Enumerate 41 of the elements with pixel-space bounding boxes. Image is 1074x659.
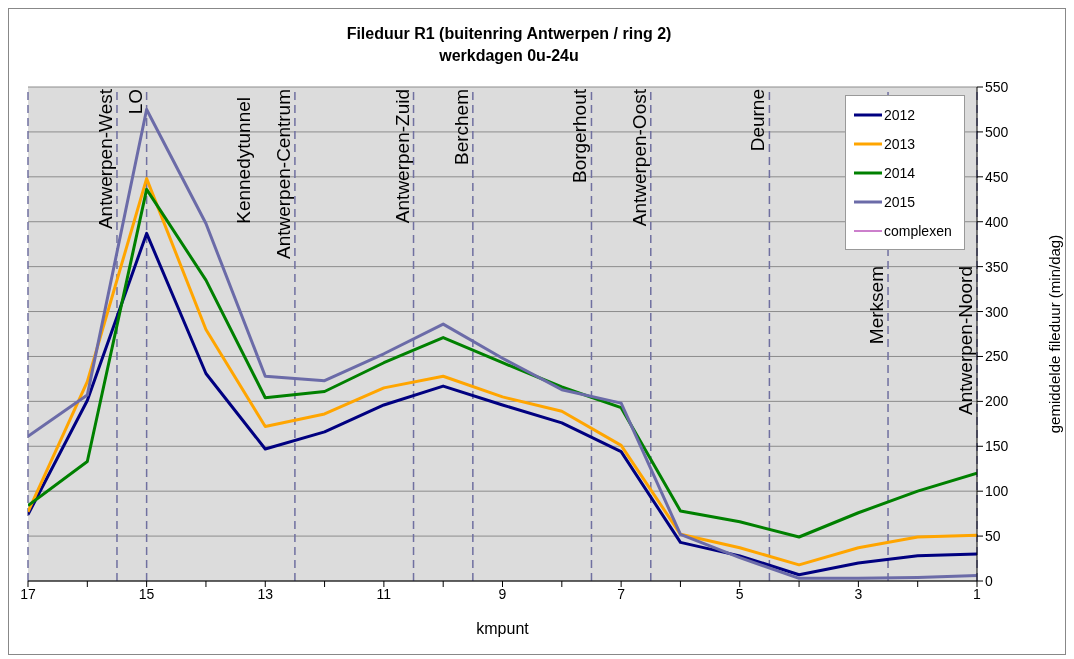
y-tick-label: 350 <box>985 258 1009 275</box>
y-axis-title: gemiddelde fileduur (min/dag) <box>1046 234 1064 434</box>
chart-title: Fileduur R1 (buitenring Antwerpen / ring 2) <box>345 24 673 44</box>
ref-line-label: Antwerpen-Zuid <box>391 89 413 224</box>
x-tick-label: 7 <box>617 585 626 602</box>
y-tick-label: 400 <box>985 213 1009 230</box>
y-tick-label: 0 <box>985 572 993 589</box>
ref-line-label: Merksem <box>866 266 888 345</box>
y-tick-label: 300 <box>985 303 1009 320</box>
y-tick-label: 200 <box>985 393 1009 410</box>
y-tick-label: 150 <box>985 438 1009 455</box>
x-tick-label: 1 <box>973 585 982 602</box>
y-tick-label: 500 <box>985 123 1009 140</box>
x-tick-label: 5 <box>735 585 744 602</box>
legend-label: 2015 <box>884 193 916 210</box>
ref-line-label: Berchem <box>450 89 472 166</box>
x-tick-label: 9 <box>498 585 507 602</box>
y-tick-label: 550 <box>985 78 1009 95</box>
y-tick-label: 250 <box>985 348 1009 365</box>
ref-line-label: LO <box>124 89 146 115</box>
x-tick-label: 13 <box>257 585 274 602</box>
legend-label: 2014 <box>884 164 916 181</box>
ref-line-label: Antwerpen-Noord <box>955 266 976 415</box>
ref-line-label: Antwerpen-Oost <box>628 88 650 227</box>
ref-line-label: Antwerpen-West <box>94 88 116 230</box>
ref-line-label: Antwerpen-Centrum <box>272 89 294 260</box>
annotation: Kennedytunnel <box>233 97 254 224</box>
chart-subtitle: werkdagen 0u-24u <box>438 46 580 66</box>
ref-line-label: Deurne <box>747 89 769 152</box>
y-tick-label: 100 <box>985 483 1009 500</box>
x-tick-label: 17 <box>20 585 36 602</box>
x-tick-label: 11 <box>376 585 392 602</box>
legend-label: complexen <box>884 222 952 239</box>
legend-label: 2013 <box>884 135 916 152</box>
y-tick-label: 50 <box>985 528 1001 545</box>
legend-label: 2012 <box>884 106 916 123</box>
ref-line-label: Borgerhout <box>569 88 591 184</box>
x-axis-title: kmpunt <box>476 620 530 637</box>
x-tick-label: 3 <box>854 585 863 602</box>
y-tick-label: 450 <box>985 168 1009 185</box>
x-tick-label: 15 <box>138 585 155 602</box>
